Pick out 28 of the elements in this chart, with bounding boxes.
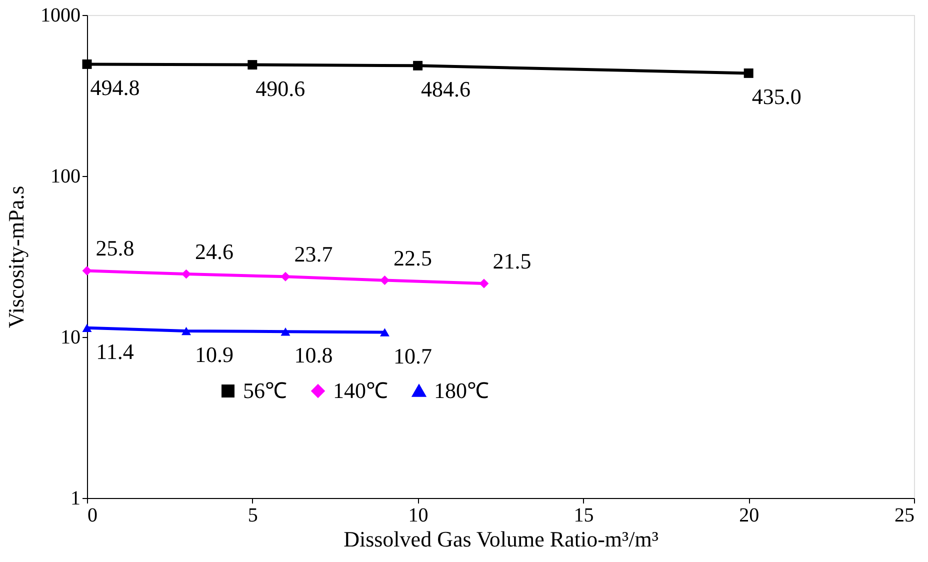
data-label: 10.8 — [294, 342, 333, 368]
data-label: 21.5 — [492, 248, 532, 274]
x-tick-label: 0 — [88, 504, 98, 526]
y-axis-title: Viscosity-mPa.s — [4, 186, 28, 328]
x-tick-label: 20 — [739, 504, 760, 526]
y-tick-label: 1000 — [40, 4, 80, 26]
legend-label: 56℃ — [243, 378, 287, 403]
data-label: 22.5 — [393, 245, 432, 270]
x-axis-title: Dissolved Gas Volume Ratio-m³/m³ — [344, 526, 659, 552]
data-label: 435.0 — [752, 84, 802, 110]
x-tick-label: 25 — [894, 504, 914, 526]
data-label: 490.6 — [256, 76, 306, 101]
legend-label: 140℃ — [333, 378, 388, 403]
x-tick-label: 5 — [248, 504, 258, 526]
y-tick-label: 10 — [60, 326, 80, 348]
data-label: 25.8 — [96, 236, 134, 261]
data-label: 10.7 — [393, 343, 432, 368]
y-tick-label: 100 — [50, 166, 80, 188]
y-tick-label: 1 — [70, 488, 80, 510]
legend-label: 180℃ — [434, 378, 489, 403]
data-label: 494.8 — [90, 75, 140, 100]
data-label: 23.7 — [294, 242, 333, 267]
x-tick-label: 15 — [574, 504, 594, 526]
data-label: 10.9 — [194, 342, 234, 367]
x-tick-label: 10 — [408, 504, 428, 526]
data-label: 484.6 — [421, 76, 471, 102]
data-label: 24.6 — [194, 239, 234, 264]
data-label: 11.4 — [96, 338, 134, 364]
